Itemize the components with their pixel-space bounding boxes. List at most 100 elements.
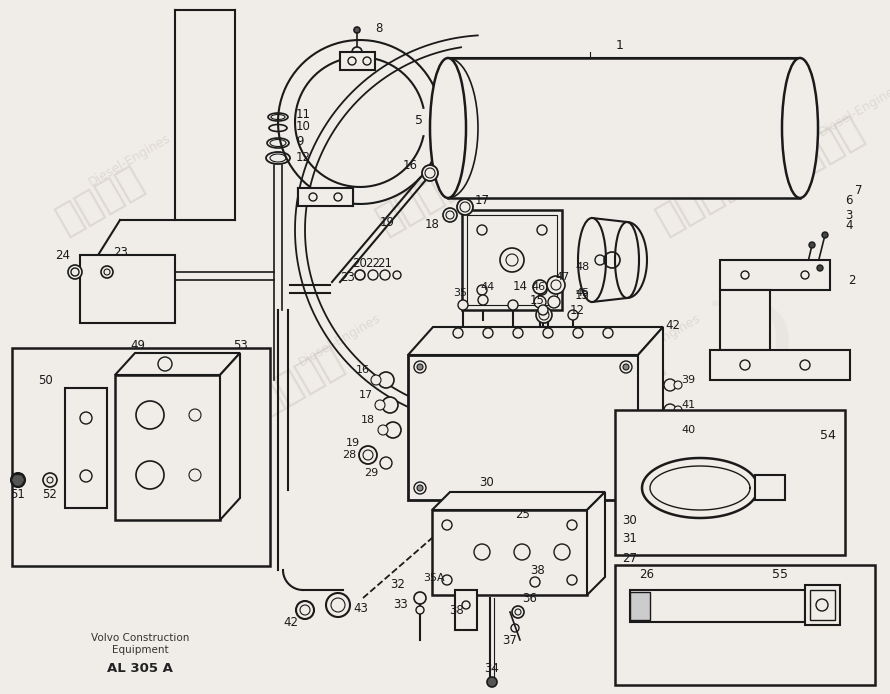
Text: 23: 23: [113, 246, 128, 258]
Circle shape: [355, 270, 365, 280]
Circle shape: [809, 242, 815, 248]
Text: 1: 1: [616, 38, 624, 51]
Text: 10: 10: [296, 119, 311, 133]
Text: 7: 7: [855, 183, 862, 196]
Bar: [810, 590, 835, 620]
Polygon shape: [115, 353, 240, 375]
Circle shape: [385, 422, 401, 438]
Text: 17: 17: [475, 194, 490, 207]
Text: 19: 19: [380, 216, 395, 228]
Circle shape: [623, 485, 629, 491]
Text: D: D: [36, 427, 125, 534]
Text: 31: 31: [622, 532, 637, 545]
Text: 紫发动力: 紫发动力: [450, 520, 550, 600]
Text: D: D: [706, 296, 795, 403]
Circle shape: [375, 400, 385, 410]
Text: 39: 39: [681, 375, 695, 385]
Polygon shape: [720, 290, 770, 350]
Text: 50: 50: [38, 373, 53, 387]
Ellipse shape: [578, 218, 606, 302]
Circle shape: [674, 431, 682, 439]
Text: 8: 8: [375, 22, 383, 35]
Circle shape: [443, 208, 457, 222]
Text: 11: 11: [296, 108, 311, 121]
Text: 54: 54: [820, 428, 836, 441]
Text: 55: 55: [772, 568, 788, 582]
Circle shape: [478, 295, 488, 305]
Circle shape: [512, 606, 524, 618]
Ellipse shape: [266, 152, 290, 164]
Circle shape: [393, 271, 401, 279]
Circle shape: [414, 482, 426, 494]
Text: 30: 30: [480, 475, 494, 489]
Bar: [12, 348, 270, 566]
Text: 紫发动力: 紫发动力: [50, 160, 150, 240]
Text: 21: 21: [377, 257, 392, 269]
Circle shape: [664, 404, 676, 416]
Text: 紫发动力: 紫发动力: [650, 160, 750, 240]
Circle shape: [378, 372, 394, 388]
Circle shape: [664, 429, 676, 441]
Bar: [432, 510, 587, 595]
Text: 43: 43: [353, 602, 368, 614]
Circle shape: [422, 165, 438, 181]
Text: 紫发动力: 紫发动力: [370, 160, 470, 240]
Circle shape: [487, 677, 497, 687]
Polygon shape: [278, 40, 440, 204]
Text: 13: 13: [575, 289, 590, 301]
Polygon shape: [587, 492, 605, 595]
Circle shape: [101, 266, 113, 278]
Bar: [408, 355, 638, 500]
Text: 12: 12: [296, 151, 311, 164]
Bar: [462, 210, 562, 310]
Ellipse shape: [430, 58, 466, 198]
Circle shape: [508, 300, 518, 310]
Text: 30: 30: [622, 514, 636, 527]
Circle shape: [674, 381, 682, 389]
Polygon shape: [432, 492, 605, 510]
Text: 24: 24: [55, 248, 70, 262]
Circle shape: [359, 446, 377, 464]
Circle shape: [623, 364, 629, 370]
Text: Diesel-Engines: Diesel-Engines: [817, 81, 890, 139]
Text: 紫发动力: 紫发动力: [570, 340, 670, 420]
Circle shape: [674, 406, 682, 414]
Polygon shape: [720, 260, 830, 290]
Text: 32: 32: [390, 579, 405, 591]
Text: Diesel-Engines: Diesel-Engines: [417, 131, 504, 189]
Circle shape: [620, 482, 632, 494]
Circle shape: [533, 280, 547, 294]
Text: 18: 18: [425, 217, 440, 230]
Circle shape: [536, 307, 552, 323]
Circle shape: [457, 199, 473, 215]
Bar: [298, 188, 353, 206]
Text: Diesel-Engines: Diesel-Engines: [296, 311, 384, 369]
Text: 27: 27: [622, 552, 637, 564]
Text: 2: 2: [848, 273, 855, 287]
Text: 14: 14: [513, 280, 528, 292]
Circle shape: [380, 457, 392, 469]
Text: Equipment: Equipment: [111, 645, 168, 655]
Text: 41: 41: [681, 400, 695, 410]
Text: 38: 38: [530, 564, 546, 577]
Text: 18: 18: [361, 415, 375, 425]
Circle shape: [547, 276, 565, 294]
Bar: [630, 592, 650, 620]
Polygon shape: [710, 350, 850, 380]
Circle shape: [817, 265, 823, 271]
Text: 紫发动力: 紫发动力: [700, 460, 800, 540]
Circle shape: [543, 328, 553, 338]
Circle shape: [352, 47, 362, 57]
Circle shape: [453, 328, 463, 338]
Circle shape: [368, 270, 378, 280]
Text: 34: 34: [484, 661, 499, 675]
Bar: [467, 215, 557, 305]
Text: AL 305 A: AL 305 A: [107, 661, 173, 675]
Text: 38: 38: [449, 604, 465, 616]
Bar: [630, 590, 805, 622]
Circle shape: [68, 265, 82, 279]
Text: 42: 42: [666, 319, 681, 332]
Circle shape: [664, 379, 676, 391]
Text: 36: 36: [522, 591, 538, 604]
Bar: [615, 410, 845, 555]
